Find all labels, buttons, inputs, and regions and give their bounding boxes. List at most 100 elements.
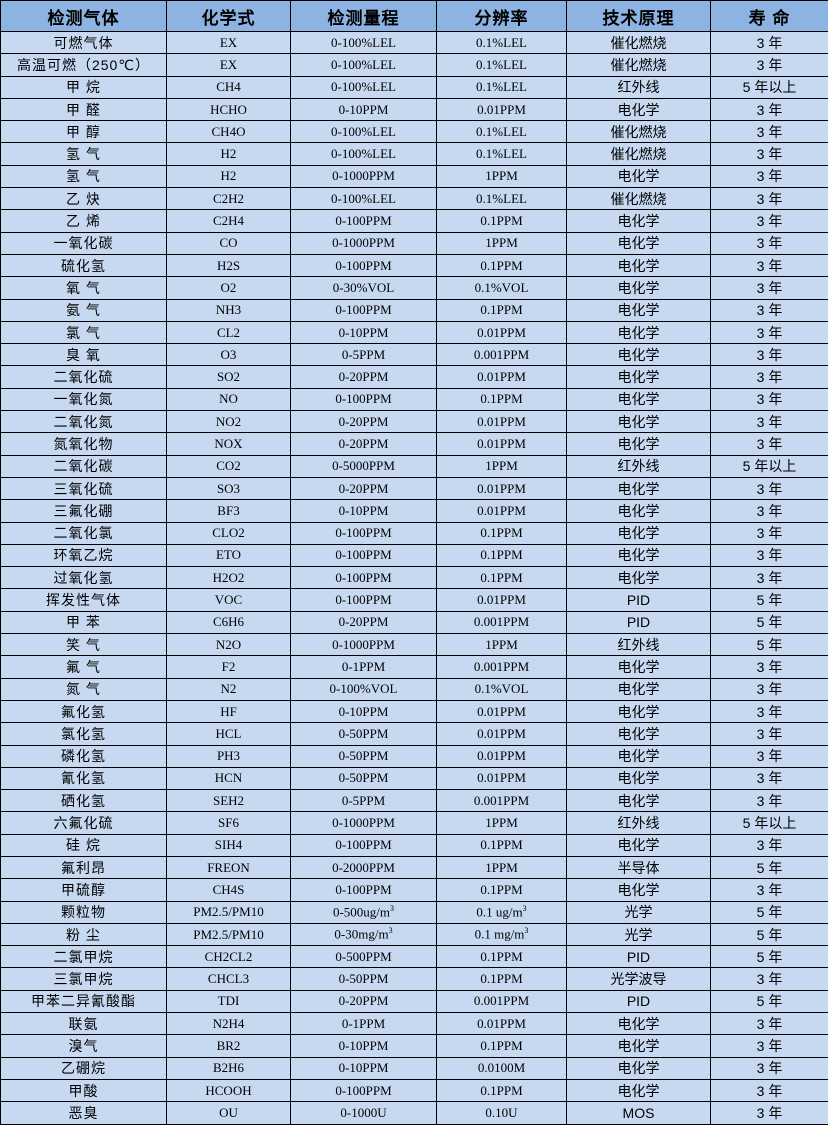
cell-resolution: 1PPM bbox=[437, 856, 567, 878]
cell-formula: H2 bbox=[167, 143, 291, 165]
cell-resolution: 1PPM bbox=[437, 165, 567, 187]
cell-lifetime: 3 年 bbox=[711, 188, 828, 210]
cell-lifetime: 3 年 bbox=[711, 500, 828, 522]
cell-formula: N2H4 bbox=[167, 1013, 291, 1035]
cell-gas: 氢 气 bbox=[1, 143, 167, 165]
cell-lifetime: 3 年 bbox=[711, 388, 828, 410]
cell-gas: 硒化氢 bbox=[1, 790, 167, 812]
cell-formula: CO2 bbox=[167, 455, 291, 477]
cell-resolution: 0.01PPM bbox=[437, 589, 567, 611]
cell-principle: 电化学 bbox=[567, 344, 711, 366]
cell-principle: 红外线 bbox=[567, 812, 711, 834]
cell-lifetime: 3 年 bbox=[711, 165, 828, 187]
cell-lifetime: 3 年 bbox=[711, 723, 828, 745]
cell-lifetime: 3 年 bbox=[711, 254, 828, 276]
cell-formula: N2 bbox=[167, 678, 291, 700]
cell-principle: 电化学 bbox=[567, 1079, 711, 1101]
cell-gas: 甲硫醇 bbox=[1, 879, 167, 901]
cell-lifetime: 3 年 bbox=[711, 544, 828, 566]
cell-range: 0-20PPM bbox=[291, 366, 437, 388]
column-header-formula: 化学式 bbox=[167, 1, 291, 32]
cell-range: 0-100PPM bbox=[291, 544, 437, 566]
cell-principle: 电化学 bbox=[567, 745, 711, 767]
cell-lifetime: 5 年 bbox=[711, 946, 828, 968]
cell-lifetime: 5 年以上 bbox=[711, 455, 828, 477]
cell-range: 0-50PPM bbox=[291, 767, 437, 789]
cell-range: 0-100%LEL bbox=[291, 54, 437, 76]
cell-range: 0-1PPM bbox=[291, 656, 437, 678]
cell-principle: 电化学 bbox=[567, 366, 711, 388]
cell-principle: PID bbox=[567, 946, 711, 968]
cell-resolution: 0.1PPM bbox=[437, 834, 567, 856]
cell-resolution: 0.01PPM bbox=[437, 745, 567, 767]
cell-gas: 颗粒物 bbox=[1, 901, 167, 923]
cell-principle: 催化燃烧 bbox=[567, 188, 711, 210]
cell-lifetime: 3 年 bbox=[711, 366, 828, 388]
cell-gas: 三氟化硼 bbox=[1, 500, 167, 522]
cell-gas: 乙 炔 bbox=[1, 188, 167, 210]
cell-formula: SIH4 bbox=[167, 834, 291, 856]
cell-lifetime: 5 年 bbox=[711, 589, 828, 611]
cell-principle: 电化学 bbox=[567, 388, 711, 410]
cell-resolution: 0.1%LEL bbox=[437, 121, 567, 143]
cell-lifetime: 3 年 bbox=[711, 143, 828, 165]
cell-gas: 二氧化碳 bbox=[1, 455, 167, 477]
cell-formula: CH4 bbox=[167, 76, 291, 98]
cell-formula: CH4S bbox=[167, 879, 291, 901]
cell-resolution: 0.1PPM bbox=[437, 299, 567, 321]
cell-formula: NH3 bbox=[167, 299, 291, 321]
cell-gas: 二氧化氮 bbox=[1, 411, 167, 433]
cell-gas: 甲苯二异氰酸酯 bbox=[1, 990, 167, 1012]
cell-principle: 催化燃烧 bbox=[567, 32, 711, 54]
cell-gas: 二氯甲烷 bbox=[1, 946, 167, 968]
cell-gas: 一氧化氮 bbox=[1, 388, 167, 410]
cell-resolution: 0.001PPM bbox=[437, 990, 567, 1012]
cell-lifetime: 3 年 bbox=[711, 834, 828, 856]
cell-gas: 三氯甲烷 bbox=[1, 968, 167, 990]
cell-lifetime: 3 年 bbox=[711, 54, 828, 76]
cell-principle: 电化学 bbox=[567, 656, 711, 678]
cell-lifetime: 3 年 bbox=[711, 767, 828, 789]
cell-gas: 联氨 bbox=[1, 1013, 167, 1035]
cell-gas: 氨 气 bbox=[1, 299, 167, 321]
cell-lifetime: 3 年 bbox=[711, 522, 828, 544]
cell-formula: HF bbox=[167, 700, 291, 722]
cell-gas: 氟 气 bbox=[1, 656, 167, 678]
cell-resolution: 0.001PPM bbox=[437, 344, 567, 366]
cell-lifetime: 5 年 bbox=[711, 901, 828, 923]
cell-gas: 氢 气 bbox=[1, 165, 167, 187]
cell-range: 0-50PPM bbox=[291, 745, 437, 767]
cell-range: 0-20PPM bbox=[291, 477, 437, 499]
cell-resolution: 0.1%LEL bbox=[437, 143, 567, 165]
cell-lifetime: 5 年以上 bbox=[711, 76, 828, 98]
cell-formula: PM2.5/PM10 bbox=[167, 923, 291, 945]
cell-range: 0-100%LEL bbox=[291, 121, 437, 143]
cell-range: 0-100PPM bbox=[291, 567, 437, 589]
cell-formula: N2O bbox=[167, 634, 291, 656]
cell-lifetime: 3 年 bbox=[711, 879, 828, 901]
cell-resolution: 0.01PPM bbox=[437, 1013, 567, 1035]
cell-principle: 电化学 bbox=[567, 678, 711, 700]
cell-gas: 一氧化碳 bbox=[1, 232, 167, 254]
cell-principle: 电化学 bbox=[567, 879, 711, 901]
cell-formula: F2 bbox=[167, 656, 291, 678]
cell-gas: 氧 气 bbox=[1, 277, 167, 299]
cell-range: 0-100%LEL bbox=[291, 32, 437, 54]
cell-resolution: 0.001PPM bbox=[437, 656, 567, 678]
cell-lifetime: 3 年 bbox=[711, 477, 828, 499]
cell-principle: 电化学 bbox=[567, 700, 711, 722]
cell-principle: 电化学 bbox=[567, 254, 711, 276]
cell-lifetime: 3 年 bbox=[711, 700, 828, 722]
